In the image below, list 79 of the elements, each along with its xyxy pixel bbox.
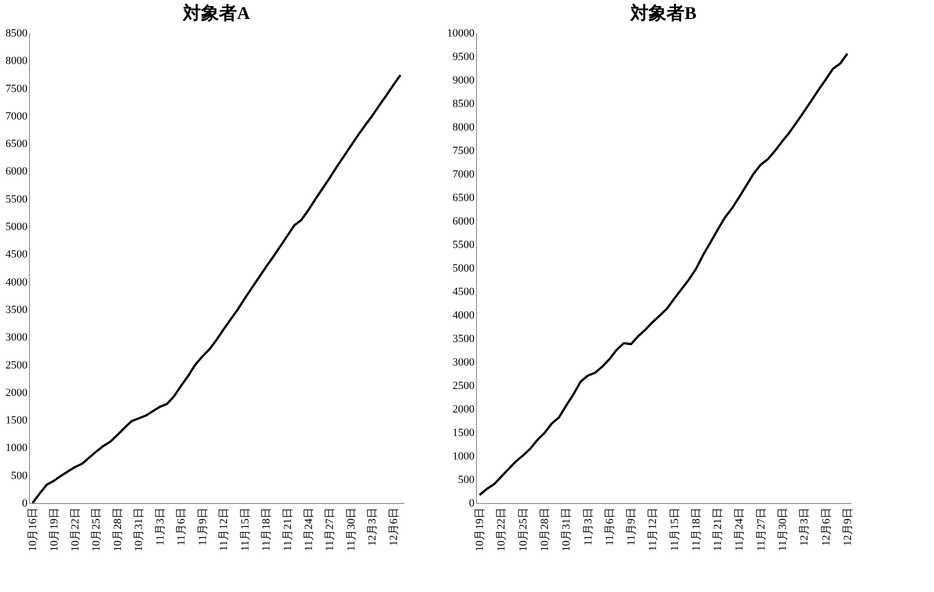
x-tick-label: 11月24日 [302, 508, 315, 552]
y-tick-label: 5000 [452, 262, 475, 274]
x-tick-label: 12月6日 [388, 508, 400, 546]
x-tick-label: 10月28日 [112, 508, 124, 552]
x-tick-label: 12月3日 [798, 508, 811, 546]
y-tick-label: 10000 [447, 28, 475, 40]
y-tick-label: 7000 [452, 168, 475, 180]
chart-title: 対象者B [629, 3, 697, 23]
y-tick-label: 3500 [452, 333, 475, 345]
x-tick-label: 11月15日 [239, 508, 252, 552]
y-tick-label: 3500 [6, 304, 28, 316]
x-tick-label: 11月21日 [282, 508, 294, 552]
chart-title: 対象者A [182, 3, 250, 23]
x-tick-label: 11月9日 [626, 508, 638, 546]
y-tick-label: 2500 [452, 380, 475, 392]
x-tick-label: 11月15日 [668, 508, 681, 552]
y-tick-label: 6500 [452, 192, 475, 204]
x-tick-label: 11月30日 [345, 508, 358, 552]
y-tick-label: 6000 [452, 216, 475, 228]
y-tick-label: 2000 [6, 386, 28, 399]
x-tick-label: 10月16日 [27, 508, 40, 552]
y-tick-label: 7000 [6, 110, 28, 122]
y-tick-label: 5500 [452, 239, 475, 251]
x-tick-label: 11月3日 [154, 508, 166, 546]
x-tick-label: 10月28日 [539, 508, 552, 552]
y-tick-label: 8000 [452, 122, 475, 134]
x-tick-label: 11月18日 [260, 508, 273, 552]
y-tick-label: 6500 [6, 138, 28, 150]
y-tick-label: 2000 [452, 404, 475, 416]
x-tick-label: 11月3日 [582, 508, 594, 546]
x-tick-label: 11月27日 [324, 508, 336, 552]
y-tick-label: 8000 [6, 55, 28, 68]
y-tick-label: 8500 [452, 98, 475, 110]
y-tick-label: 4500 [452, 286, 475, 298]
y-tick-label: 4000 [6, 276, 28, 288]
x-tick-label: 10月31日 [133, 508, 146, 552]
y-tick-label: 7500 [6, 82, 28, 95]
y-tick-label: 3000 [6, 332, 28, 344]
y-tick-label: 7500 [452, 145, 475, 157]
y-tick-label: 9500 [452, 51, 475, 63]
x-tick-label: 12月9日 [842, 508, 854, 546]
y-tick-label: 1500 [452, 427, 475, 439]
x-tick-label: 11月9日 [196, 508, 209, 546]
x-tick-label: 11月12日 [647, 508, 660, 552]
y-tick-label: 1500 [6, 414, 28, 427]
y-tick-label: 3000 [452, 356, 475, 368]
y-tick-label: 2500 [6, 359, 28, 372]
x-tick-label: 10月31日 [560, 508, 573, 552]
x-tick-label: 10月19日 [474, 508, 486, 552]
x-tick-label: 10月25日 [90, 508, 103, 552]
x-tick-label: 11月6日 [176, 508, 188, 546]
y-tick-label: 8500 [6, 28, 28, 40]
x-tick-label: 11月6日 [604, 508, 616, 546]
x-tick-label: 11月30日 [776, 508, 789, 552]
x-tick-label: 11月21日 [712, 508, 724, 552]
y-tick-label: 1000 [452, 450, 475, 462]
y-tick-label: 4500 [6, 248, 28, 261]
x-tick-label: 10月19日 [48, 508, 60, 552]
y-tick-label: 5500 [6, 193, 28, 206]
y-tick-label: 5000 [6, 221, 28, 234]
x-tick-label: 11月18日 [690, 508, 702, 552]
y-tick-label: 0 [469, 498, 475, 510]
x-tick-label: 11月12日 [218, 508, 230, 552]
x-tick-label: 11月27日 [755, 508, 768, 552]
line-series [31, 74, 402, 504]
x-tick-label: 12月3日 [366, 508, 379, 546]
x-tick-label: 10月22日 [496, 508, 508, 552]
x-tick-label: 12月6日 [820, 508, 832, 546]
y-tick-label: 500 [11, 470, 28, 482]
y-tick-label: 1000 [6, 442, 28, 454]
x-tick-label: 11月24日 [734, 508, 746, 552]
x-tick-label: 10月25日 [517, 508, 530, 552]
line-series [478, 52, 848, 496]
y-tick-label: 9000 [452, 74, 475, 86]
y-tick-label: 6000 [6, 166, 28, 178]
y-tick-label: 4000 [452, 310, 475, 322]
y-tick-label: 0 [22, 498, 28, 510]
x-tick-label: 10月22日 [69, 508, 82, 552]
y-tick-label: 500 [458, 474, 475, 486]
